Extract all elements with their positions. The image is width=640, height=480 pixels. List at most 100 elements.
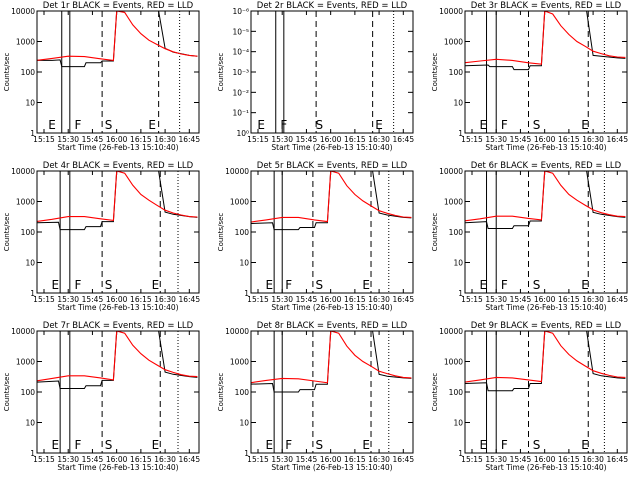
- x-axis-label: Start Time (26-Feb-13 15:10:40): [485, 463, 606, 472]
- panel-title: Det 4r BLACK = Events, RED = LLD: [43, 161, 194, 171]
- y-tick-label: 10⁻²: [232, 88, 249, 97]
- plot-frame: [250, 330, 414, 454]
- time-marker-label: S: [533, 438, 541, 452]
- time-marker-label: F: [74, 118, 81, 132]
- time-marker-label: E: [479, 118, 487, 132]
- series-group: [37, 331, 198, 389]
- y-axis-label: Counts/sec: [431, 53, 439, 92]
- x-tick-label: 16:15: [558, 295, 580, 304]
- y-tick-label: 10000: [11, 7, 35, 16]
- time-marker-label: F: [74, 438, 81, 452]
- y-tick-label: 1: [30, 449, 35, 458]
- x-tick-label: 15:30: [57, 455, 79, 464]
- lld-series-line: [465, 11, 626, 65]
- x-tick-label: 15:15: [247, 295, 269, 304]
- x-tick-label: 15:30: [485, 135, 507, 144]
- y-tick-label: 10000: [439, 167, 463, 176]
- x-tick-label: 16:30: [368, 135, 390, 144]
- time-marker-label: F: [74, 278, 81, 292]
- x-tick-label: 15:45: [82, 455, 104, 464]
- y-axis-label: Counts/sec: [431, 213, 439, 252]
- x-tick-label: 15:45: [82, 135, 104, 144]
- y-tick-label: 10000: [439, 327, 463, 336]
- y-tick-label: 100: [449, 228, 464, 237]
- y-tick-label: 10: [25, 99, 35, 108]
- plot-frame: [250, 10, 414, 134]
- x-tick-label: 16:15: [558, 135, 580, 144]
- lld-series-line: [251, 171, 412, 223]
- time-marker-label: S: [105, 278, 113, 292]
- y-tick-label: 10⁰: [236, 129, 249, 138]
- y-tick-label: 1000: [16, 198, 35, 207]
- time-marker-label: E: [581, 118, 589, 132]
- time-marker-label: S: [316, 438, 324, 452]
- series-group: [251, 171, 412, 231]
- y-tick-label: 10⁻⁶: [232, 7, 249, 16]
- x-tick-label: 15:15: [247, 455, 269, 464]
- x-tick-label: 16:45: [392, 455, 414, 464]
- time-marker-label: E: [581, 438, 589, 452]
- x-tick-label: 16:15: [130, 455, 152, 464]
- x-axis-label: Start Time (26-Feb-13 15:10:40): [57, 463, 178, 472]
- y-tick-label: 10: [239, 259, 249, 268]
- y-axis-label: Counts/sec: [217, 213, 225, 252]
- y-tick-label: 1: [30, 129, 35, 138]
- y-tick-label: 10: [453, 259, 463, 268]
- x-tick-label: 15:30: [485, 295, 507, 304]
- x-tick-label: 16:45: [178, 135, 200, 144]
- plot-frame: [36, 10, 200, 134]
- x-axis-label: Start Time (26-Feb-13 15:10:40): [271, 463, 392, 472]
- panel-title: Det 1r BLACK = Events, RED = LLD: [43, 1, 194, 11]
- x-tick-label: 16:00: [320, 135, 342, 144]
- time-marker-label: E: [265, 278, 273, 292]
- x-tick-label: 16:30: [154, 295, 176, 304]
- y-axis-label: Counts/sec: [3, 213, 11, 252]
- x-tick-label: 16:45: [392, 135, 414, 144]
- x-tick-label: 15:30: [271, 455, 293, 464]
- y-tick-label: 1: [244, 449, 249, 458]
- x-tick-label: 15:45: [296, 295, 318, 304]
- x-tick-label: 15:15: [461, 135, 483, 144]
- plot-frame: [36, 170, 200, 294]
- y-tick-label: 100: [21, 68, 36, 77]
- x-axis-label: Start Time (26-Feb-13 15:10:40): [271, 143, 392, 152]
- lld-series-line: [37, 11, 198, 62]
- y-tick-label: 10: [25, 259, 35, 268]
- x-tick-label: 15:30: [271, 135, 293, 144]
- x-tick-label: 16:30: [368, 295, 390, 304]
- x-tick-label: 15:45: [510, 455, 532, 464]
- x-tick-label: 16:30: [582, 135, 604, 144]
- x-tick-label: 15:30: [57, 295, 79, 304]
- x-tick-label: 16:45: [392, 295, 414, 304]
- x-tick-label: 15:45: [296, 455, 318, 464]
- x-tick-label: 15:15: [33, 455, 55, 464]
- x-tick-label: 16:15: [130, 135, 152, 144]
- time-marker-label: S: [105, 438, 113, 452]
- y-tick-label: 1: [458, 129, 463, 138]
- y-tick-label: 100: [235, 388, 250, 397]
- x-tick-label: 16:15: [344, 295, 366, 304]
- time-marker-label: E: [48, 118, 56, 132]
- x-tick-label: 15:45: [296, 135, 318, 144]
- x-tick-label: 16:15: [130, 295, 152, 304]
- time-marker-label: E: [265, 438, 273, 452]
- x-tick-label: 16:30: [582, 295, 604, 304]
- y-tick-label: 1000: [444, 38, 463, 47]
- x-axis-label: Start Time (26-Feb-13 15:10:40): [485, 143, 606, 152]
- x-axis-label: Start Time (26-Feb-13 15:10:40): [57, 143, 178, 152]
- x-tick-label: 16:00: [320, 295, 342, 304]
- y-tick-label: 10000: [225, 167, 249, 176]
- lld-series-line: [37, 171, 198, 222]
- lld-series-line: [465, 171, 626, 222]
- x-tick-label: 16:30: [582, 455, 604, 464]
- time-marker-label: E: [148, 118, 156, 132]
- x-tick-label: 15:15: [461, 455, 483, 464]
- time-marker-label: F: [501, 278, 508, 292]
- x-tick-label: 15:15: [461, 295, 483, 304]
- x-axis-label: Start Time (26-Feb-13 15:10:40): [485, 303, 606, 312]
- x-tick-label: 16:15: [558, 455, 580, 464]
- y-tick-label: 100: [21, 228, 36, 237]
- y-tick-label: 100: [449, 388, 464, 397]
